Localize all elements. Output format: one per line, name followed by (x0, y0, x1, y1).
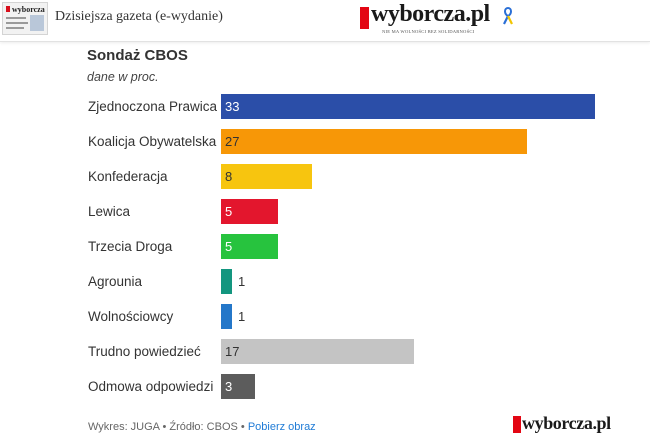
brand-wordmark: wyborcza.pl (371, 1, 490, 27)
bar-row: Konfederacja 8 (0, 164, 650, 199)
value-label: 3 (225, 379, 233, 394)
category-label: Wolnościowcy (88, 309, 174, 324)
value-label: 27 (225, 134, 240, 149)
value-label: 8 (225, 169, 233, 184)
bar-row: Wolnościowcy 1 (0, 304, 650, 339)
value-label: 33 (225, 99, 240, 114)
category-label: Odmowa odpowiedzi (88, 379, 214, 394)
category-label: Trzecia Droga (88, 239, 173, 254)
bar (221, 339, 414, 364)
chart-title: Sondaż CBOS (87, 47, 188, 64)
bar-row: Trzecia Droga 5 (0, 234, 650, 269)
bar (221, 94, 595, 119)
category-label: Koalicja Obywatelska (88, 134, 217, 149)
bar-row: Agrounia 1 (0, 269, 650, 304)
thumbnail-masthead: wyborcza (12, 5, 45, 14)
category-label: Trudno powiedzieć (88, 344, 201, 359)
value-label: 5 (225, 204, 233, 219)
bar (221, 234, 278, 259)
thumbnail-photo (30, 15, 44, 31)
chart-subtitle: dane w proc. (87, 70, 159, 84)
bar-row: Koalicja Obywatelska 27 (0, 129, 650, 164)
chart-footer: Wykres: JUGA • Źródło: CBOS • Pobierz ob… (88, 421, 316, 433)
bar-row: Zjednoczona Prawica 33 (0, 94, 650, 129)
category-label: Konfederacja (88, 169, 168, 184)
bar (221, 269, 232, 294)
top-bar: wyborcza Dzisiejsza gazeta (e-wydanie) w… (0, 0, 650, 42)
footer-brand-wordmark: wyborcza.pl (522, 413, 611, 433)
bar-row: Odmowa odpowiedzi 3 (0, 374, 650, 409)
thumbnail-headline (6, 22, 28, 24)
thumbnail-logo-mark (6, 6, 10, 12)
value-label: 5 (225, 239, 233, 254)
bar-row: Trudno powiedzieć 17 (0, 339, 650, 374)
bar (221, 304, 232, 329)
thumbnail-headline (6, 17, 26, 19)
ribbon-icon (503, 7, 513, 25)
category-label: Lewica (88, 204, 131, 219)
footer-credits: Wykres: JUGA • Źródło: CBOS • (88, 421, 248, 433)
thumbnail-headline (6, 27, 24, 29)
category-label: Zjednoczona Prawica (88, 99, 218, 114)
bar (221, 129, 527, 154)
brand-red-mark (360, 7, 369, 29)
bar (221, 199, 278, 224)
e-edition-link[interactable]: Dzisiejsza gazeta (e-wydanie) (55, 9, 223, 24)
bar (221, 374, 255, 399)
value-label: 1 (238, 274, 246, 289)
bar-row: Lewica 5 (0, 199, 650, 234)
bar (221, 164, 312, 189)
download-image-link[interactable]: Pobierz obraz (247, 421, 316, 433)
value-label: 1 (238, 309, 246, 324)
newspaper-thumbnail[interactable]: wyborcza (2, 2, 48, 35)
footer-brand-red-mark (513, 416, 521, 433)
brand-tagline: NIE MA WOLNOŚCI BEZ SOLIDARNOŚCI (382, 29, 475, 34)
value-label: 17 (225, 344, 240, 359)
category-label: Agrounia (88, 274, 143, 289)
